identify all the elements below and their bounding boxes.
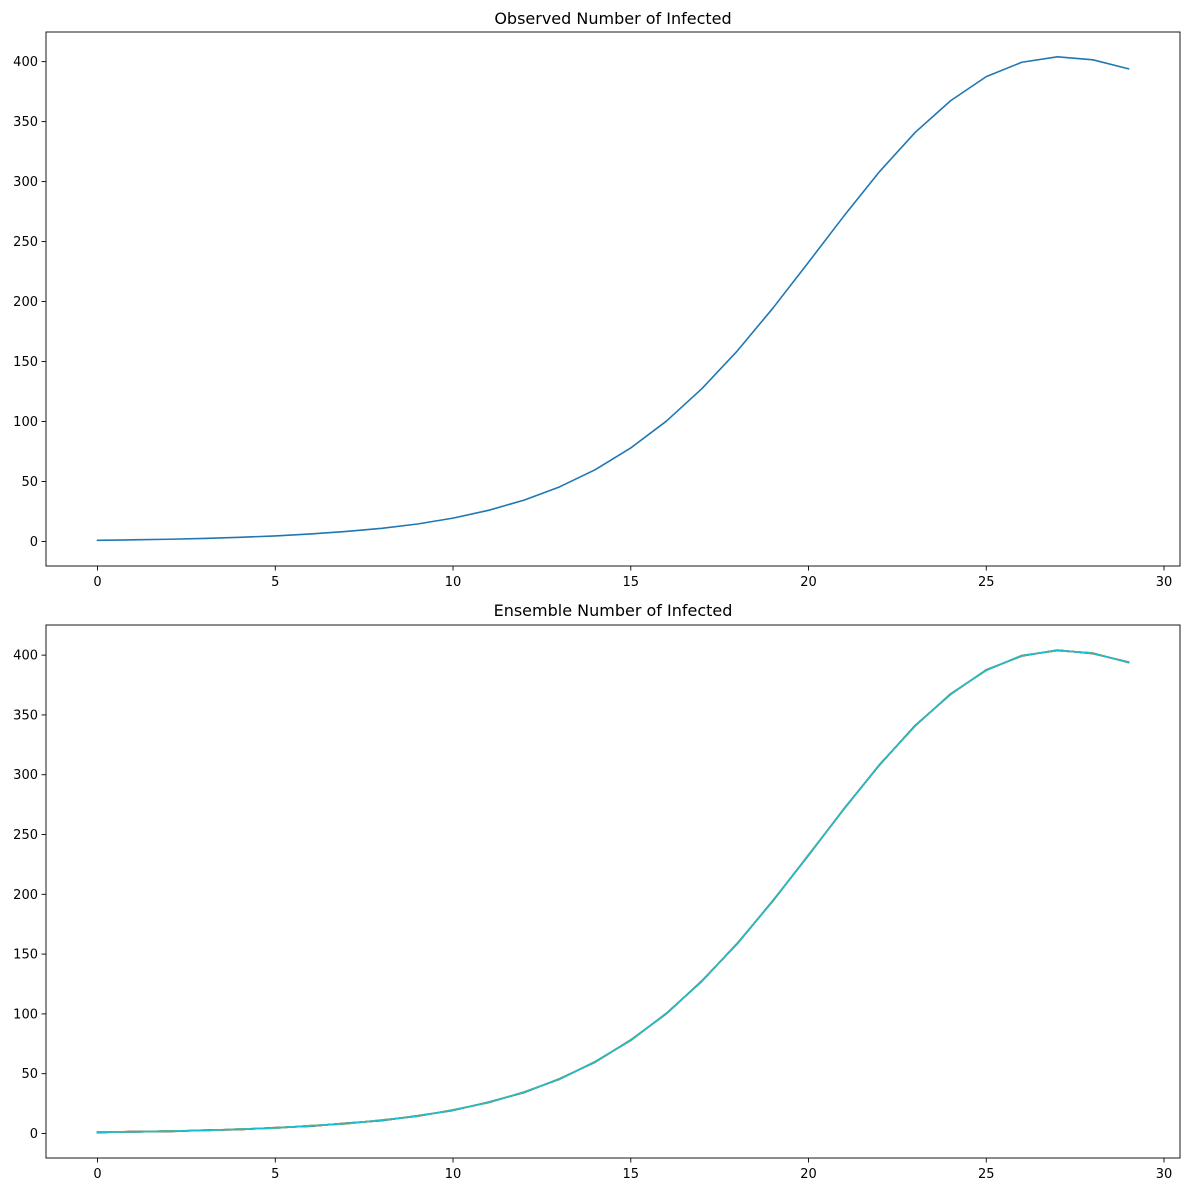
x-tick-label: 25 (978, 1167, 995, 1182)
observed-infected-panel: Observed Number of Infected 0 5 10 15 20 25 30… (13, 9, 1181, 590)
y-tick-label: 150 (13, 355, 38, 370)
y-tick-label: 100 (13, 415, 38, 430)
series-line-3 (96, 649, 1130, 1134)
series-line-0 (96, 649, 1130, 1134)
chart-title: Observed Number of Infected (494, 9, 731, 28)
x-tick-label: 20 (800, 575, 817, 590)
y-tick-label: 50 (21, 1067, 38, 1082)
series-line-0 (96, 56, 1130, 542)
x-tick-label: 5 (271, 1167, 279, 1182)
y-tick-label: 100 (13, 1007, 38, 1022)
x-tick-label: 10 (445, 575, 462, 590)
y-tick-label: 350 (13, 708, 38, 723)
y-tick-label: 300 (13, 175, 38, 190)
x-tick-label: 30 (1156, 1167, 1173, 1182)
series-group (96, 649, 1130, 1134)
series-line-4 (96, 649, 1130, 1133)
x-tick-label: 25 (978, 575, 995, 590)
x-tick-label: 5 (271, 575, 279, 590)
series-line-7 (96, 649, 1130, 1134)
x-tick-label: 30 (1156, 575, 1173, 590)
plot-frame (45, 31, 1181, 567)
x-tick-label: 0 (93, 575, 101, 590)
series-line-2 (96, 649, 1130, 1133)
y-tick-label: 250 (13, 828, 38, 843)
y-tick-label: 400 (13, 649, 38, 664)
y-tick-label: 200 (13, 888, 38, 903)
y-tick-label: 50 (21, 475, 38, 490)
y-tick-label: 0 (30, 535, 38, 550)
y-tick-label: 350 (13, 115, 38, 130)
series-group (96, 56, 1130, 542)
x-tick-label: 0 (93, 1167, 101, 1182)
x-tick-label: 10 (445, 1167, 462, 1182)
y-tick-label: 250 (13, 235, 38, 250)
x-tick-label: 15 (623, 575, 640, 590)
series-line-5 (96, 649, 1130, 1134)
y-tick-label: 400 (13, 55, 38, 70)
chart-title: Ensemble Number of Infected (494, 601, 733, 620)
series-line-9 (96, 649, 1130, 1134)
y-tick-label: 150 (13, 948, 38, 963)
ensemble-infected-panel: Ensemble Number of Infected 0 5 10 15 20 25 30… (13, 601, 1181, 1182)
x-tick-label: 15 (623, 1167, 640, 1182)
y-tick-label: 200 (13, 295, 38, 310)
x-tick-label: 20 (800, 1167, 817, 1182)
series-line-6 (96, 649, 1130, 1133)
series-line-8 (96, 649, 1130, 1133)
series-line-1 (96, 649, 1130, 1134)
y-tick-label: 300 (13, 768, 38, 783)
y-tick-label: 0 (30, 1127, 38, 1142)
plot-frame (45, 624, 1181, 1159)
